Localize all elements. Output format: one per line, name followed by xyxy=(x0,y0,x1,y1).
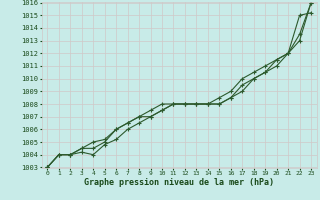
X-axis label: Graphe pression niveau de la mer (hPa): Graphe pression niveau de la mer (hPa) xyxy=(84,178,274,187)
